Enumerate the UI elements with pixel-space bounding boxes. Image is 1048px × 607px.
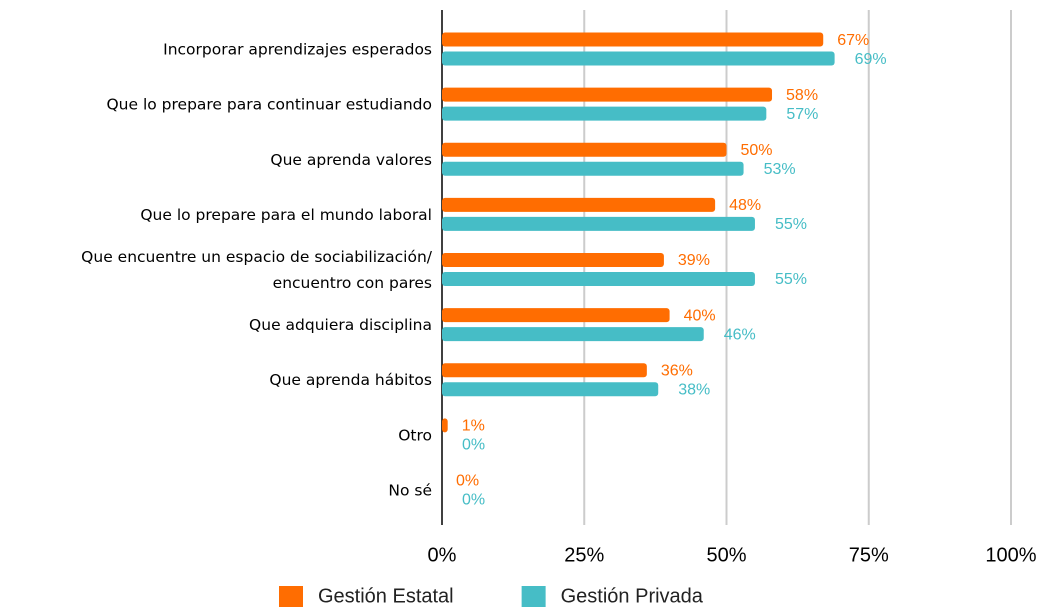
category-label: Incorporar aprendizajes esperados [163,40,432,58]
bar [442,87,773,102]
value-label: 46% [724,326,756,343]
bar [442,142,727,157]
value-label: 67% [837,32,869,49]
value-label: 1% [462,418,485,435]
x-tick-label: 0% [428,544,457,566]
category-label: Que lo prepare para continuar estudiando [106,95,432,113]
bar [442,106,767,121]
category-label: No sé [388,481,432,499]
value-label: 55% [775,271,807,288]
category-label: Que encuentre un espacio de sociabilizac… [81,248,433,292]
bar [442,161,744,176]
value-label: 38% [678,381,710,398]
category-label: Que adquiera disciplina [249,316,432,334]
bar [442,418,448,433]
x-tick-label: 25% [564,544,604,566]
bar [442,216,755,231]
value-label: 53% [764,161,796,178]
category-label: Otro [398,426,432,444]
x-tick-label: 75% [849,544,889,566]
bar [442,272,755,286]
value-label: 50% [741,142,773,159]
value-label: 36% [661,362,693,379]
legend-label: Gestión Privada [561,585,704,607]
x-tick-label: 50% [706,544,746,566]
bar [442,32,824,47]
value-label: 39% [678,252,710,269]
bar [442,327,704,342]
value-label: 48% [729,197,761,214]
value-label: 58% [786,87,818,104]
bar [442,382,659,397]
bar [442,363,647,378]
bar [442,197,716,212]
value-label: 55% [775,216,807,233]
bar [442,51,835,66]
value-label: 0% [456,473,479,490]
value-label: 0% [462,437,485,454]
legend-label: Gestión Estatal [318,585,454,607]
category-label: Que lo prepare para el mundo laboral [140,205,432,223]
bar [442,308,670,323]
legend-swatch [279,586,303,607]
value-label: 57% [786,106,818,123]
bar [442,253,664,267]
value-label: 40% [684,307,716,324]
x-tick-label: 100% [985,544,1036,566]
value-label: 69% [855,51,887,68]
category-label: Que aprenda hábitos [269,371,432,389]
category-label: Que aprenda valores [270,150,432,168]
legend-swatch [521,586,546,607]
value-label: 0% [462,492,485,509]
